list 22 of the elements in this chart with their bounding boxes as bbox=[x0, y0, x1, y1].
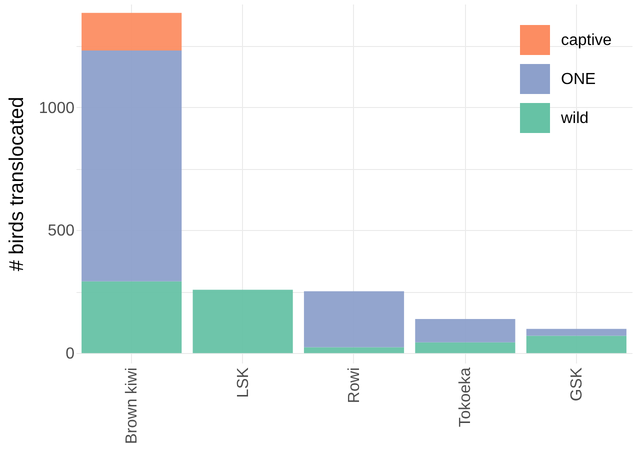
bar bbox=[82, 12, 182, 50]
bar bbox=[304, 347, 404, 354]
x-tick-label: LSK bbox=[234, 367, 252, 398]
x-tick-label: Tokoeka bbox=[457, 367, 474, 428]
y-tick-label: 500 bbox=[48, 222, 75, 240]
legend-label: ONE bbox=[561, 71, 596, 88]
x-tick-label: GSK bbox=[568, 367, 586, 402]
bar bbox=[526, 328, 626, 336]
bar bbox=[415, 318, 516, 342]
bar bbox=[415, 342, 516, 354]
bar bbox=[192, 290, 293, 354]
x-tick-label: Brown kiwi bbox=[124, 368, 141, 444]
bar bbox=[82, 50, 182, 282]
bar bbox=[304, 291, 404, 348]
legend-label: wild bbox=[560, 110, 589, 127]
bar bbox=[526, 336, 626, 354]
y-tick-label: 1000 bbox=[38, 100, 75, 117]
x-tick-label: Rowi bbox=[346, 368, 363, 404]
y-axis-title: # birds translocated bbox=[6, 96, 28, 272]
y-tick-label: 0 bbox=[66, 346, 75, 363]
bar bbox=[82, 281, 182, 354]
legend-label: captive bbox=[561, 32, 612, 49]
